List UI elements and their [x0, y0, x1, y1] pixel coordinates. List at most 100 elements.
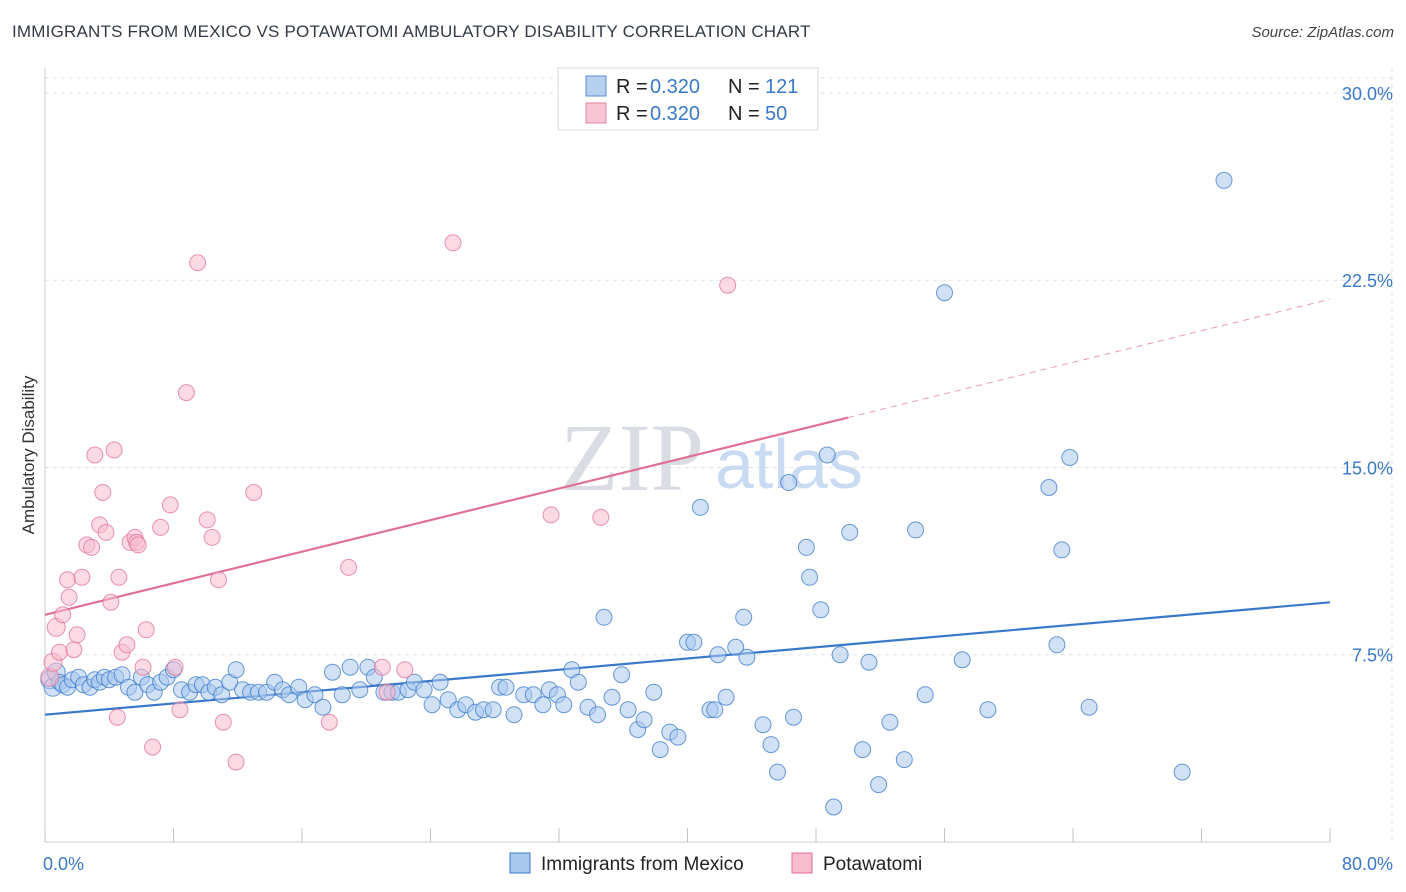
- point-mexico-55: [415, 681, 433, 699]
- point-mexico-111: [870, 776, 888, 794]
- point-potawatomi-27: [144, 738, 162, 756]
- point-potawatomi-26: [137, 621, 155, 639]
- point-potawatomi-29: [161, 496, 179, 514]
- point-potawatomi-6: [60, 588, 78, 606]
- point-mexico-66: [505, 706, 523, 724]
- point-mexico-100: [780, 474, 798, 491]
- bottom-legend-label-potawatomi: Potawatomi: [823, 854, 922, 875]
- point-potawatomi-31: [171, 701, 189, 719]
- bottom-legend-swatch-mexico: [509, 852, 531, 874]
- legend-n-value-1: 121: [765, 76, 798, 98]
- watermark-zip: ZIP: [560, 404, 704, 511]
- y-tick-label-3: 30.0%: [1342, 84, 1393, 104]
- point-mexico-93: [717, 688, 735, 706]
- point-mexico-47: [351, 681, 369, 699]
- point-mexico-117: [953, 651, 971, 669]
- legend-n-label-1: N =: [728, 76, 760, 98]
- point-potawatomi-16: [102, 593, 120, 611]
- point-potawatomi-25: [134, 658, 152, 676]
- point-mexico-105: [818, 446, 836, 464]
- y-tick-labels: 7.5% 15.0% 22.5% 30.0%: [1342, 84, 1393, 666]
- point-potawatomi-35: [203, 528, 221, 546]
- point-potawatomi-38: [227, 753, 245, 771]
- point-potawatomi-46: [542, 506, 560, 524]
- point-mexico-107: [831, 646, 849, 664]
- point-mexico-32: [227, 661, 245, 679]
- point-mexico-46: [341, 658, 359, 676]
- point-mexico-42: [306, 686, 324, 704]
- point-potawatomi-43: [378, 683, 396, 701]
- point-mexico-91: [706, 701, 724, 719]
- y-tick-label-0: 7.5%: [1352, 646, 1393, 666]
- point-potawatomi-17: [105, 441, 123, 459]
- point-mexico-122: [1061, 449, 1079, 466]
- point-mexico-99: [769, 763, 786, 781]
- point-mexico-104: [812, 601, 830, 619]
- point-potawatomi-44: [396, 661, 414, 679]
- x-tick-label-0: 0.0%: [43, 854, 84, 874]
- point-potawatomi-18: [110, 568, 128, 586]
- point-potawatomi-33: [189, 254, 207, 272]
- bottom-legend: Immigrants from Mexico Potawatomi: [509, 852, 922, 875]
- point-mexico-101: [785, 708, 802, 726]
- axes: [44, 68, 1331, 843]
- point-mexico-45: [333, 686, 351, 704]
- bottom-legend-label-mexico: Immigrants from Mexico: [541, 854, 744, 875]
- point-mexico-95: [735, 608, 753, 626]
- legend-r-label-1: R =: [616, 76, 648, 98]
- point-potawatomi-41: [340, 558, 358, 576]
- legend-r-label-2: R =: [616, 103, 648, 125]
- legend-swatch-pink: [585, 102, 607, 124]
- point-mexico-121: [1053, 541, 1071, 559]
- point-mexico-102: [797, 538, 815, 556]
- point-mexico-57: [431, 673, 449, 691]
- point-potawatomi-9: [73, 568, 91, 586]
- data-points: [40, 171, 1233, 816]
- point-mexico-69: [534, 696, 552, 714]
- point-mexico-98: [762, 736, 780, 754]
- point-mexico-43: [314, 698, 332, 716]
- point-potawatomi-12: [86, 446, 104, 464]
- point-mexico-125: [1215, 171, 1233, 189]
- point-mexico-123: [1080, 698, 1098, 716]
- chart-title: IMMIGRANTS FROM MEXICO VS POTAWATOMI AMB…: [12, 22, 811, 41]
- trend-line-extension-potawatomi: [848, 298, 1331, 419]
- point-mexico-89: [691, 498, 709, 516]
- point-potawatomi-15: [97, 523, 115, 541]
- point-mexico-84: [651, 741, 669, 759]
- point-mexico-79: [613, 666, 631, 684]
- point-potawatomi-37: [214, 713, 232, 731]
- point-mexico-112: [881, 713, 899, 731]
- point-potawatomi-36: [210, 571, 227, 589]
- point-potawatomi-30: [166, 658, 184, 676]
- x-tick-label-1: 80.0%: [1342, 854, 1393, 874]
- source-label: Source: ZipAtlas.com: [1251, 24, 1394, 41]
- point-mexico-124: [1173, 763, 1191, 781]
- bottom-legend-swatch-potawatomi: [791, 852, 813, 874]
- point-potawatomi-39: [245, 484, 263, 501]
- legend-n-label-2: N =: [728, 103, 760, 125]
- point-potawatomi-34: [198, 511, 216, 529]
- y-tick-label-1: 15.0%: [1342, 458, 1393, 478]
- point-mexico-17: [126, 683, 144, 701]
- point-mexico-108: [841, 523, 859, 541]
- point-potawatomi-5: [59, 571, 76, 589]
- point-mexico-82: [635, 711, 653, 729]
- point-potawatomi-24: [129, 536, 147, 554]
- point-mexico-103: [801, 568, 819, 586]
- point-potawatomi-32: [177, 384, 195, 402]
- legend-r-value-2: 0.320: [650, 103, 700, 125]
- point-mexico-119: [1040, 479, 1058, 496]
- point-mexico-72: [555, 696, 573, 714]
- legend: R = 0.320 N = 121 R = 0.320 N = 50: [557, 67, 819, 131]
- x-tick-labels: 0.0% 80.0%: [43, 854, 1393, 874]
- point-potawatomi-28: [152, 518, 170, 536]
- point-mexico-109: [854, 741, 872, 759]
- point-mexico-80: [619, 701, 637, 719]
- point-potawatomi-20: [118, 636, 136, 654]
- point-potawatomi-40: [320, 713, 338, 731]
- point-mexico-97: [754, 716, 772, 734]
- point-mexico-76: [589, 706, 606, 724]
- point-mexico-86: [669, 728, 687, 746]
